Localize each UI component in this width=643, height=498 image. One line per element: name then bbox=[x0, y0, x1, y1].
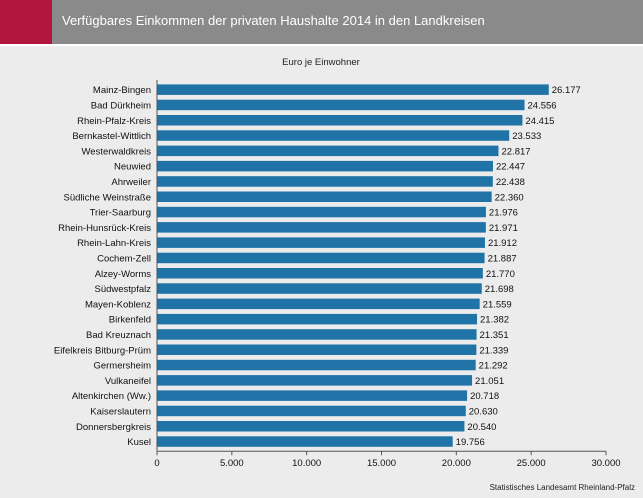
category-label: Vulkaneifel bbox=[105, 376, 151, 387]
value-label: 21.292 bbox=[479, 361, 508, 372]
header-divider bbox=[0, 44, 643, 46]
value-label: 20.718 bbox=[470, 391, 499, 402]
category-label: Birkenfeld bbox=[109, 315, 151, 326]
chart-area: Euro je Einwohner Mainz-Bingen 26.177 Bad … bbox=[0, 46, 643, 498]
value-label: 24.556 bbox=[528, 100, 557, 111]
value-label: 22.438 bbox=[496, 177, 525, 188]
x-tick-label: 5.000 bbox=[220, 458, 244, 469]
category-label: Mainz-Bingen bbox=[93, 85, 151, 96]
category-label: Südliche Weinstraße bbox=[64, 192, 151, 203]
value-label: 19.756 bbox=[456, 437, 485, 448]
x-tick-label: 0 bbox=[154, 458, 159, 469]
source-note: Statistisches Landesamt Rheinland-Pfalz bbox=[489, 483, 635, 492]
value-label: 22.817 bbox=[501, 146, 530, 157]
x-tick-label: 20.000 bbox=[442, 458, 471, 469]
category-label: Kaiserslautern bbox=[90, 406, 151, 417]
bar bbox=[157, 130, 510, 141]
bar bbox=[157, 222, 486, 233]
value-label: 21.976 bbox=[489, 208, 518, 219]
value-label: 21.339 bbox=[479, 345, 508, 356]
category-label: Südwestpfalz bbox=[94, 284, 151, 295]
bar bbox=[157, 359, 476, 371]
bar bbox=[157, 421, 465, 432]
category-label: Germersheim bbox=[93, 361, 151, 372]
category-label: Bad Kreuznach bbox=[86, 330, 151, 341]
value-label: 24.415 bbox=[525, 116, 554, 127]
value-label: 21.887 bbox=[488, 253, 517, 264]
category-label: Alzey-Worms bbox=[95, 269, 152, 280]
header-accent bbox=[0, 0, 52, 44]
page-title: Verfügbares Einkommen der privaten Haush… bbox=[62, 13, 485, 28]
category-label: Trier-Saarburg bbox=[90, 208, 151, 219]
category-label: Rhein-Hunsrück-Kreis bbox=[58, 223, 151, 234]
bar bbox=[157, 375, 473, 386]
bar bbox=[157, 344, 477, 355]
bar bbox=[157, 298, 480, 310]
category-label: Bernkastel-Wittlich bbox=[72, 131, 151, 142]
value-label: 21.051 bbox=[475, 376, 504, 387]
category-label: Rhein-Pfalz-Kreis bbox=[77, 116, 151, 127]
bar bbox=[157, 268, 483, 279]
category-label: Eifelkreis Bitburg-Prüm bbox=[54, 345, 151, 356]
bar-chart: Euro je Einwohner Mainz-Bingen 26.177 Bad … bbox=[54, 57, 621, 469]
bar bbox=[157, 252, 485, 264]
category-label: Donnersbergkreis bbox=[76, 422, 151, 433]
category-label: Altenkirchen (Ww.) bbox=[72, 391, 151, 402]
header-bar bbox=[0, 0, 643, 44]
x-tick-label: 10.000 bbox=[292, 458, 321, 469]
value-label: 20.630 bbox=[469, 406, 498, 417]
bar bbox=[157, 329, 477, 340]
value-label: 22.447 bbox=[496, 162, 525, 173]
bar bbox=[157, 237, 485, 248]
value-label: 21.971 bbox=[489, 223, 518, 234]
value-label: 21.351 bbox=[480, 330, 509, 341]
bar bbox=[157, 176, 493, 187]
category-label: Neuwied bbox=[114, 162, 151, 173]
category-label: Kusel bbox=[127, 437, 151, 448]
value-label: 21.912 bbox=[488, 238, 517, 249]
bar bbox=[157, 84, 549, 95]
category-label: Westerwaldkreis bbox=[81, 146, 151, 157]
value-label: 21.770 bbox=[486, 269, 515, 280]
value-label: 21.698 bbox=[485, 284, 514, 295]
value-label: 22.360 bbox=[495, 192, 524, 203]
bar bbox=[157, 191, 492, 202]
bar bbox=[157, 313, 478, 325]
value-label: 20.540 bbox=[467, 422, 496, 433]
category-label: Cochem-Zell bbox=[97, 253, 151, 264]
bar bbox=[157, 115, 523, 126]
bar bbox=[157, 160, 493, 172]
category-label: Rhein-Lahn-Kreis bbox=[77, 238, 151, 249]
bar bbox=[157, 206, 486, 218]
chart-subtitle: Euro je Einwohner bbox=[282, 57, 360, 68]
value-label: 21.382 bbox=[480, 315, 509, 326]
bar bbox=[157, 436, 453, 447]
bar bbox=[157, 405, 466, 417]
category-label: Ahrweiler bbox=[111, 177, 151, 188]
category-label: Mayen-Koblenz bbox=[85, 299, 151, 310]
value-label: 21.559 bbox=[483, 299, 512, 310]
value-label: 26.177 bbox=[552, 85, 581, 96]
bar bbox=[157, 99, 525, 111]
x-tick-label: 30.000 bbox=[591, 458, 620, 469]
value-label: 23.533 bbox=[512, 131, 541, 142]
bar bbox=[157, 283, 482, 294]
x-tick-label: 25.000 bbox=[517, 458, 546, 469]
x-tick-label: 15.000 bbox=[367, 458, 396, 469]
bar bbox=[157, 145, 499, 157]
bar bbox=[157, 390, 468, 401]
category-label: Bad Dürkheim bbox=[91, 100, 151, 111]
